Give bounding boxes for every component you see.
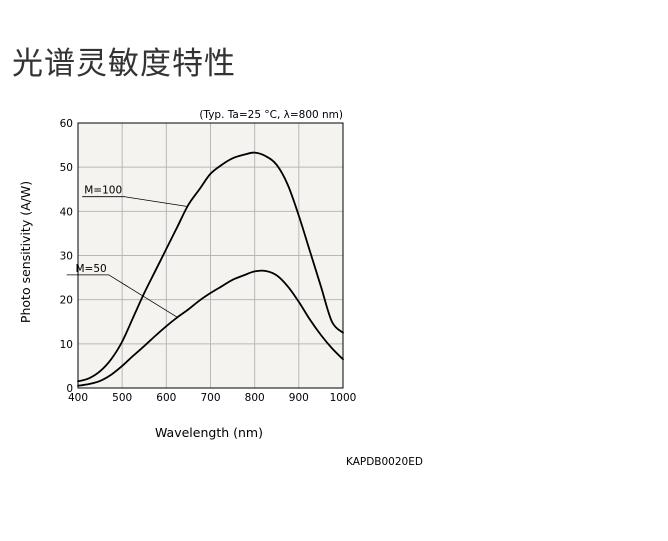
series-label-m100: M=100 <box>84 185 122 197</box>
x-tick-label: 800 <box>245 392 265 404</box>
y-tick-label: 20 <box>60 295 73 307</box>
x-axis-title: Wavelength (nm) <box>155 425 263 440</box>
annotation-leader <box>82 196 188 207</box>
x-tick-label: 1000 <box>330 392 357 404</box>
x-tick-label: 700 <box>200 392 220 404</box>
x-tick-label: 900 <box>289 392 309 404</box>
y-tick-label: 50 <box>60 162 73 174</box>
curve-layer <box>77 151 344 387</box>
plot-frame <box>77 122 344 389</box>
chart-condition: (Typ. Ta=25 °C, λ=800 nm) <box>199 109 343 121</box>
y-tick-label: 10 <box>60 339 73 351</box>
annotation-layer: M=100 M=50 <box>66 185 188 318</box>
y-axis-title: Photo sensitivity (A/W) <box>18 181 33 323</box>
tick-labels: 400 500 600 700 800 900 1000 0 10 20 30 40 50 60 <box>60 118 357 404</box>
x-tick-label: 500 <box>112 392 132 404</box>
series-line-m50 <box>77 269 344 387</box>
y-tick-label: 40 <box>60 206 73 218</box>
x-tick-label: 400 <box>68 392 88 404</box>
document-code: KAPDB0020ED <box>346 456 423 468</box>
x-tick-label: 600 <box>156 392 176 404</box>
series-line-m100 <box>77 151 344 383</box>
y-tick-label: 30 <box>60 251 73 263</box>
annotation-leader <box>66 274 178 318</box>
series-label-m50: M=50 <box>75 263 106 275</box>
y-tick-label: 0 <box>66 383 73 395</box>
grid-lines <box>78 123 343 388</box>
page-title: 光谱灵敏度特性 <box>12 46 236 82</box>
y-tick-label: 60 <box>60 118 73 130</box>
